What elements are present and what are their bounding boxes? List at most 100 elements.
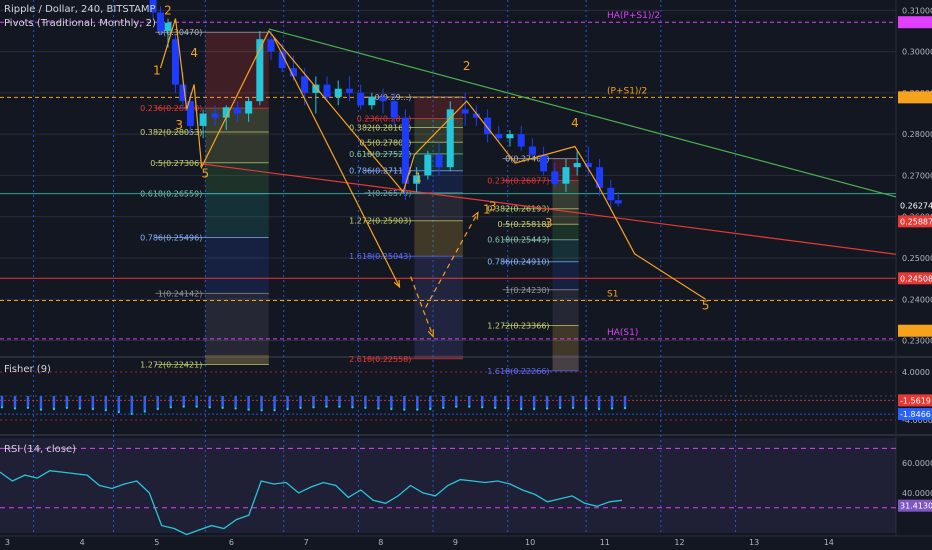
price-tick-label: 0.30000 [902, 48, 932, 57]
fisher-trigger-dot [104, 409, 108, 412]
rsi-tick-label: 40.0000 [902, 489, 932, 498]
fisher-trigger-dot [494, 406, 497, 409]
fib-band [414, 220, 463, 257]
fisher-tick-label: 4.0000 [902, 368, 930, 377]
fisher-trigger-dot [403, 408, 406, 411]
trend-line [268, 28, 897, 198]
time-tick-label: 13 [749, 538, 759, 547]
fisher-trigger-dot [0, 406, 4, 409]
rsi-badge-label: 31.4130 [900, 502, 932, 511]
time-tick-label: 4 [80, 538, 85, 547]
projection-arrow [271, 34, 401, 288]
candle-body [334, 88, 342, 98]
fisher-trigger-dot [182, 405, 185, 408]
elliott-wave-path [159, 18, 706, 300]
time-tick-label: 14 [824, 538, 834, 547]
wave-label: 1 [483, 202, 491, 216]
fisher-trigger-dot [455, 405, 458, 408]
candle-body [233, 107, 241, 114]
wave-label: 1 [414, 171, 422, 185]
candle-body [164, 22, 172, 31]
fisher-trigger-dot [169, 406, 172, 409]
fisher-trigger-dot [571, 406, 575, 409]
pivot-label: (P+S1)/2 [607, 86, 647, 96]
fisher-trigger-dot [325, 405, 328, 408]
fisher-trigger-dot [442, 406, 445, 409]
price-badge [898, 324, 932, 337]
candle-body [267, 39, 275, 52]
price-badge-label: 0.26274 [900, 201, 932, 210]
fisher-trigger-dot [221, 406, 224, 409]
fib-level-label: 0.618(0.25443) [487, 236, 549, 245]
candle-body [171, 39, 179, 85]
fisher-trigger-dot [416, 408, 419, 411]
price-badge-label: 0.25887 [900, 217, 932, 226]
fisher-title: Fisher (9) [4, 364, 51, 375]
fib-level-label: 0.5(0.27803) [359, 138, 411, 147]
fib-band [552, 224, 579, 240]
candle-body [289, 68, 297, 77]
fib-band [414, 256, 463, 359]
arrow-head [393, 279, 401, 289]
fib-band [205, 131, 269, 163]
time-axis: 3 4 5 6 7 8 9 10 11 12 13 14 [5, 538, 834, 547]
wave-label: 4 [190, 46, 198, 60]
fib-level-label: 1.618(0.22266) [487, 367, 549, 376]
fisher-trigger-dot [247, 408, 250, 411]
fib-band [205, 162, 269, 194]
candle-body [157, 12, 165, 31]
candle-body [186, 101, 194, 126]
candle-body [245, 101, 253, 114]
fisher-trigger-dot [558, 406, 562, 409]
fisher-trigger-dot [234, 407, 237, 410]
fisher-trigger-dot [208, 406, 211, 409]
fisher-trigger-dot [26, 406, 30, 409]
candle-body [401, 117, 409, 184]
candle-body [495, 134, 503, 139]
time-tick-label: 12 [674, 538, 684, 547]
fisher-trigger-dot [143, 410, 146, 413]
wave-label: 2 [463, 59, 471, 73]
price-tick-label: 0.23000 [902, 337, 932, 346]
time-tick-label: 11 [600, 538, 610, 547]
time-tick-label: 6 [229, 538, 234, 547]
fib-band [205, 237, 269, 294]
fisher-trigger-dot [286, 407, 289, 411]
trend-line [201, 163, 897, 255]
rsi-tick-label: 60.0000 [902, 459, 932, 468]
fib-level-label: 0.786(0.27115) [349, 167, 411, 176]
fib-band [205, 293, 269, 365]
wave-label: 5 [702, 299, 710, 313]
fisher-trigger-dot [273, 409, 276, 412]
candle-body [179, 84, 187, 102]
pivot-label: S1 [607, 290, 618, 300]
wave-label: 3 [175, 118, 183, 132]
candle-body [517, 134, 525, 147]
arrow-head [471, 211, 479, 220]
fib-band [414, 192, 463, 221]
rsi-pane: 60.0000 40.0000 31.4130 [0, 438, 932, 536]
fisher-trigger-dot [584, 407, 588, 410]
fisher-trigger-dot [52, 407, 56, 411]
candle-body [506, 134, 514, 139]
candle-body [312, 84, 320, 93]
fisher-trigger-dot [364, 406, 367, 409]
candle-body [149, 0, 157, 13]
time-tick-label: 3 [5, 538, 10, 547]
price-badge [898, 215, 932, 228]
symbol-title: Ripple / Dollar, 240, BITSTAMP [4, 4, 156, 15]
fisher-trigger-dot [39, 408, 43, 411]
wave-label: 5 [202, 167, 210, 181]
fisher-trigger-dot [351, 406, 354, 409]
price-badge-label: 0.23238 [900, 327, 932, 336]
fib-band [552, 325, 579, 371]
candle-body [562, 167, 570, 184]
fib-level-label: 0.786(0.24910) [487, 258, 549, 267]
fisher-trigger-dot [91, 407, 95, 411]
candle-body [256, 39, 264, 102]
fisher-trigger-dot [532, 407, 536, 411]
candle-body [484, 117, 492, 135]
price-badge-label: 0.30712 [900, 18, 932, 27]
fisher-trigger-dot [377, 407, 380, 410]
rsi-line [0, 470, 623, 536]
